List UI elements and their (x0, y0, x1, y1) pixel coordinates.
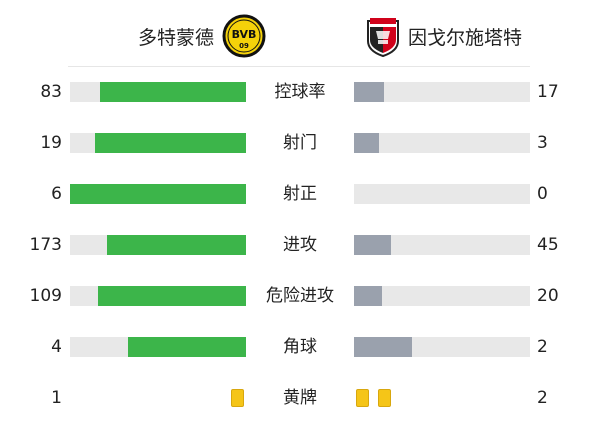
away-stat-value: 2 (537, 337, 548, 357)
stat-row: 173 进攻 45 (0, 233, 600, 257)
away-stat-bar-fill (354, 82, 384, 102)
home-team[interactable]: 多特蒙德 BVB 09 (138, 14, 266, 58)
away-stat-value: 17 (537, 82, 559, 102)
home-stat-bar (70, 286, 246, 306)
away-stat-bar (354, 286, 530, 306)
home-stat-value: 6 (51, 184, 62, 204)
home-stat-bar (70, 184, 246, 204)
stat-label: 射正 (283, 184, 317, 204)
away-stat-bar (354, 184, 530, 204)
yellow-cards-row: 1 黄牌 2 (0, 386, 600, 410)
svg-text:BVB: BVB (232, 28, 257, 41)
home-stat-bar-fill (99, 82, 246, 102)
home-stat-bar (70, 82, 246, 102)
away-stat-bar-fill (354, 235, 391, 255)
away-stat-value: 3 (537, 133, 548, 153)
home-stat-value: 4 (51, 337, 62, 357)
header-divider (68, 66, 530, 67)
away-stat-bar (354, 82, 530, 102)
stat-label: 进攻 (283, 235, 317, 255)
away-stat-value: 45 (537, 235, 559, 255)
home-stat-value: 109 (29, 286, 62, 306)
home-stat-bar-fill (98, 286, 246, 306)
yellow-card-icon (231, 389, 244, 407)
home-yellow-cards-value: 1 (51, 388, 62, 408)
away-stat-bar-fill (354, 286, 383, 306)
stat-row: 19 射门 3 (0, 131, 600, 155)
home-stat-value: 19 (40, 133, 62, 153)
home-stat-bar-fill (106, 235, 246, 255)
away-stat-value: 20 (537, 286, 559, 306)
match-header: 多特蒙德 BVB 09 因戈尔施塔特 (0, 0, 600, 72)
home-stat-value: 83 (40, 82, 62, 102)
svg-text:09: 09 (239, 42, 249, 50)
home-stat-bar (70, 337, 246, 357)
away-stat-bar (354, 235, 530, 255)
stat-label: 控球率 (274, 82, 326, 102)
away-stat-bar-fill (354, 337, 413, 357)
stat-label: 危险进攻 (266, 286, 334, 306)
home-stat-bar (70, 235, 246, 255)
away-stat-value: 0 (537, 184, 548, 204)
stat-row: 109 危险进攻 20 (0, 284, 600, 308)
stat-row: 83 控球率 17 (0, 80, 600, 104)
home-team-name: 多特蒙德 (138, 26, 215, 49)
yellow-cards-label: 黄牌 (283, 388, 317, 408)
stat-label: 角球 (283, 337, 317, 357)
away-stat-bar-fill (354, 133, 379, 153)
home-stat-bar-fill (128, 337, 246, 357)
home-stat-value: 173 (29, 235, 62, 255)
fc-ingolstadt-crest-icon (367, 18, 399, 57)
stat-label: 射门 (283, 133, 317, 153)
home-stat-bar (70, 133, 246, 153)
away-stat-bar (354, 337, 530, 357)
home-stat-bar-fill (94, 133, 246, 153)
home-stat-bar-fill (70, 184, 246, 204)
away-team[interactable]: 因戈尔施塔特 (366, 14, 522, 58)
bvb-crest-icon: BVB 09 (222, 14, 266, 58)
away-stat-bar (354, 133, 530, 153)
yellow-card-icon (356, 389, 369, 407)
stat-row: 6 射正 0 (0, 182, 600, 206)
yellow-card-icon (378, 389, 391, 407)
away-yellow-cards-value: 2 (537, 388, 548, 408)
away-team-name: 因戈尔施塔特 (408, 26, 523, 49)
stat-row: 4 角球 2 (0, 335, 600, 359)
